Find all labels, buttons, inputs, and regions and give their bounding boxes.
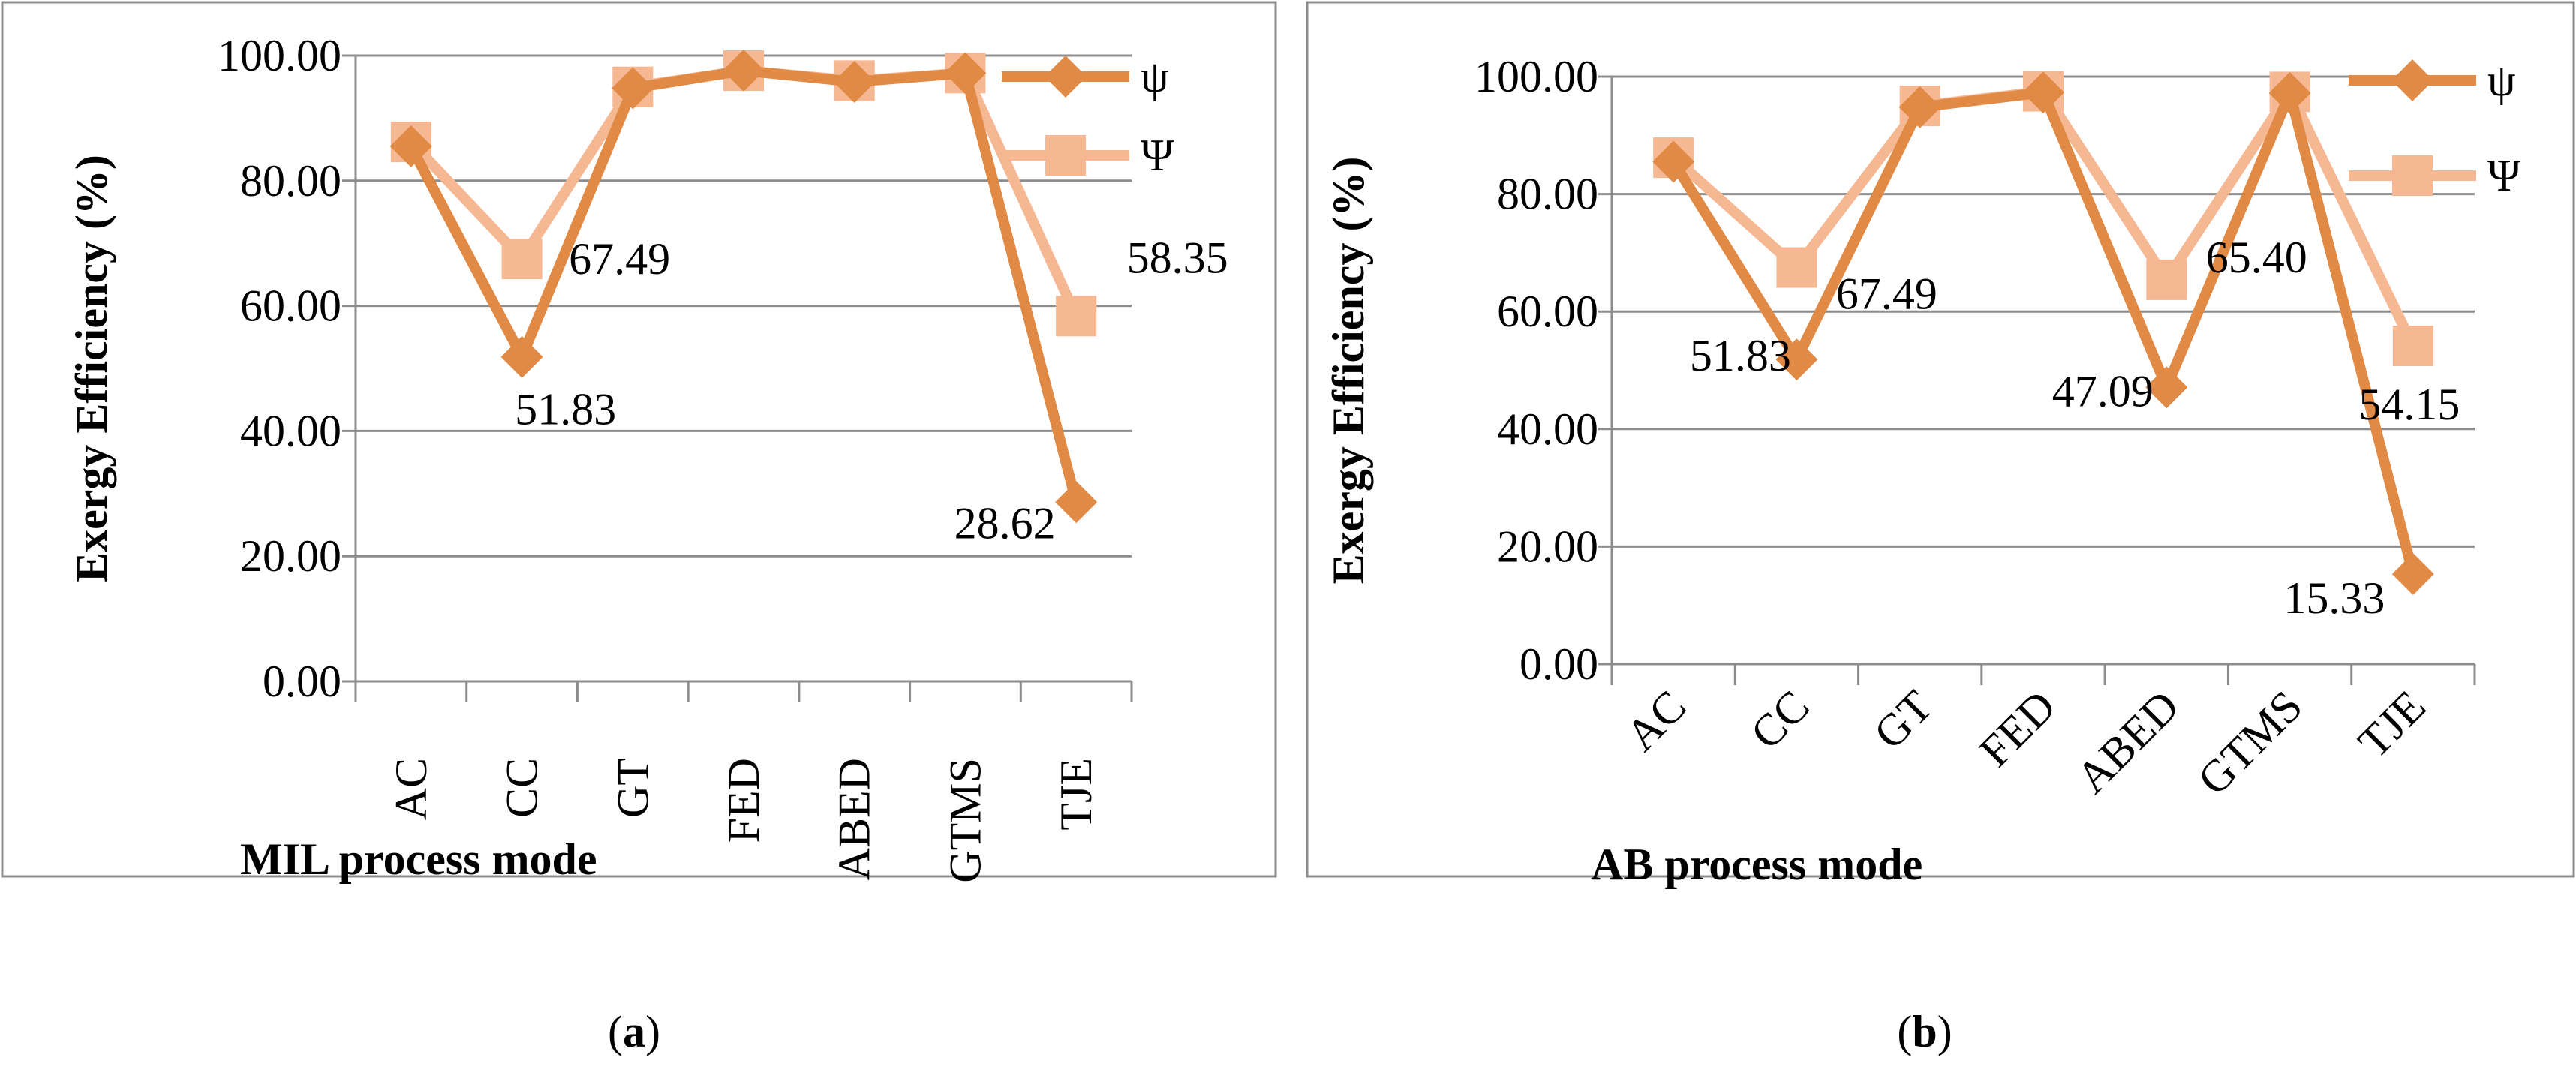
data-label: 51.83 — [515, 385, 616, 434]
caption-letter: a — [623, 1007, 645, 1056]
series-psi-lower — [1652, 71, 2434, 595]
data-label: 51.83 — [1690, 331, 1791, 380]
data-point-square — [1776, 247, 1817, 288]
data-point-square — [501, 239, 543, 280]
x-tick-label: GTMS — [2188, 681, 2312, 805]
x-tick-label: ABED — [2067, 681, 2188, 803]
caption-paren-close: ) — [1937, 1007, 1952, 1056]
caption-paren-open: ( — [1897, 1007, 1912, 1056]
data-label: 15.33 — [2283, 573, 2385, 623]
x-tick-label: FED — [1970, 681, 2065, 777]
caption-letter: b — [1912, 1007, 1937, 1056]
x-tick-label: GT — [608, 758, 657, 818]
legend-label: ψ — [2487, 56, 2516, 105]
data-point-diamond — [944, 52, 987, 95]
data-label: 58.35 — [1127, 233, 1228, 282]
data-point-diamond — [723, 50, 765, 92]
data-label: 28.62 — [954, 498, 1056, 548]
y-tick-label: 0.00 — [263, 657, 341, 706]
series-line — [405, 65, 1082, 508]
x-tick-label: ABED — [830, 758, 879, 880]
x-tick-label: CC — [497, 758, 547, 818]
chart-panel-a: 0.00 20.00 40.00 60.00 80.00 100.00 AC CC GT FED A… — [1, 1, 1277, 884]
caption-paren-close: ) — [645, 1007, 660, 1056]
data-point-diamond — [1652, 140, 1695, 183]
legend-marker-diamond — [2391, 59, 2433, 101]
x-axis-title: MIL process mode — [240, 834, 597, 884]
x-tick-label: TJE — [1051, 758, 1101, 831]
series-psi-lower — [389, 50, 1098, 524]
legend-label: Ψ — [1141, 131, 1174, 180]
x-axis-title: AB process mode — [1591, 840, 1922, 889]
data-point-diamond — [389, 125, 432, 167]
x-tick-label: TJE — [2349, 681, 2435, 768]
data-point-square — [2392, 326, 2433, 367]
y-tick-label: 80.00 — [240, 156, 341, 206]
data-label: 67.49 — [1836, 269, 1937, 319]
data-label: 47.09 — [2052, 366, 2154, 416]
y-tick-label: 20.00 — [1497, 521, 1598, 571]
data-point-square — [1056, 296, 1097, 337]
y-tick-label: 100.00 — [218, 31, 341, 80]
panel-caption: (b) — [1897, 1007, 1952, 1056]
data-point-diamond — [2022, 71, 2064, 114]
data-label: 65.40 — [2206, 233, 2307, 282]
legend-marker-square — [1045, 135, 1086, 176]
x-tick-label: GT — [1865, 681, 1942, 759]
data-point-diamond — [2145, 366, 2188, 409]
legend-label: Ψ — [2487, 151, 2521, 200]
legend: ψΨ — [2349, 56, 2521, 200]
data-point-diamond — [1898, 86, 1941, 128]
legend-marker-diamond — [1045, 56, 1087, 98]
caption-paren-open: ( — [608, 1007, 623, 1056]
data-point-diamond — [833, 61, 876, 104]
data-point-diamond — [2391, 552, 2434, 595]
series-psi-upper — [390, 50, 1097, 337]
y-tick-label: 80.00 — [1497, 170, 1598, 219]
y-tick-label: 0.00 — [1519, 639, 1598, 689]
chart-frame — [1, 1, 1277, 878]
x-tick-label: AC — [386, 758, 436, 820]
data-point-diamond — [612, 67, 654, 110]
x-tick-label: GTMS — [940, 758, 990, 883]
legend-marker-square — [2392, 155, 2433, 196]
legend: ψΨ — [1002, 52, 1174, 180]
data-point-diamond — [1775, 338, 1818, 381]
data-point-diamond — [500, 335, 543, 378]
x-tick-label: FED — [719, 758, 768, 843]
panel-caption: (a) — [608, 1007, 660, 1056]
data-label: 54.15 — [2358, 380, 2460, 429]
x-tick-label: AC — [1616, 681, 1696, 761]
y-tick-label: 100.00 — [1474, 52, 1598, 101]
y-tick-label: 40.00 — [240, 406, 341, 455]
chart-frame — [1306, 1, 2575, 878]
data-point-diamond — [2268, 71, 2311, 114]
y-tick-label: 60.00 — [1497, 287, 1598, 336]
x-tick-label: CC — [1741, 681, 1818, 759]
y-axis-title: Exergy Efficiency (%) — [67, 155, 116, 582]
y-axis-title: Exergy Efficiency (%) — [1324, 157, 1373, 585]
data-point-diamond — [1055, 481, 1098, 524]
y-tick-label: 60.00 — [240, 281, 341, 331]
y-tick-label: 40.00 — [1497, 404, 1598, 454]
legend-label: ψ — [1141, 52, 1169, 101]
y-tick-label: 20.00 — [240, 531, 341, 581]
data-label: 67.49 — [569, 234, 670, 284]
data-point-square — [2146, 259, 2187, 300]
